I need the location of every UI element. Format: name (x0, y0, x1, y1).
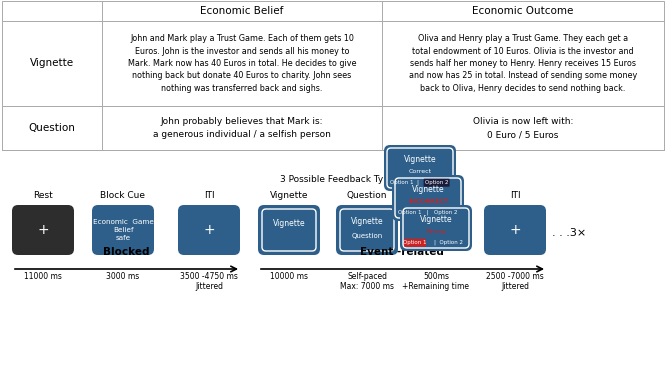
Text: Vignette: Vignette (272, 220, 305, 228)
Text: Economic Outcome: Economic Outcome (472, 6, 573, 16)
Text: Question: Question (29, 123, 75, 133)
Text: Blocked: Blocked (103, 247, 149, 257)
FancyBboxPatch shape (404, 239, 426, 247)
Text: Oliva and Henry play a Trust Game. They each get a
total endowment of 10 Euros. : Oliva and Henry play a Trust Game. They … (409, 34, 637, 93)
Text: INCORRECT: INCORRECT (408, 199, 448, 204)
Text: Question: Question (347, 191, 387, 200)
Text: Rest: Rest (33, 191, 53, 200)
Text: Wrong: Wrong (426, 229, 446, 234)
FancyBboxPatch shape (92, 205, 154, 255)
Text: Block Cue: Block Cue (101, 191, 145, 200)
Text: 3 Possible Feedback Types: 3 Possible Feedback Types (280, 175, 400, 185)
Text: Vignette: Vignette (420, 215, 452, 224)
Text: John and Mark play a Trust Game. Each of them gets 10
Euros. John is the investo: John and Mark play a Trust Game. Each of… (128, 34, 356, 93)
Text: Correct: Correct (408, 169, 432, 174)
Text: Event -related: Event -related (360, 247, 444, 257)
Text: Economic  Game
Belief
safe: Economic Game Belief safe (93, 219, 153, 241)
Text: Vignette: Vignette (30, 58, 74, 68)
Text: Economic Belief: Economic Belief (200, 6, 284, 16)
Text: Question: Question (352, 233, 383, 239)
Text: Option 1   |   Option 2: Option 1 | Option 2 (398, 210, 458, 215)
Text: 500ms
+Remaining time: 500ms +Remaining time (402, 272, 470, 291)
Text: Option 2: Option 2 (425, 180, 448, 185)
Text: 3000 ms: 3000 ms (107, 272, 140, 281)
Text: Self-paced
Max: 7000 ms: Self-paced Max: 7000 ms (340, 272, 394, 291)
Text: ITI: ITI (509, 191, 520, 200)
FancyBboxPatch shape (424, 179, 450, 187)
FancyBboxPatch shape (12, 205, 74, 255)
Text: 2500 -7000 ms
Jittered: 2500 -7000 ms Jittered (486, 272, 544, 291)
Text: Vignette: Vignette (412, 185, 444, 194)
Text: Vignette: Vignette (404, 155, 436, 164)
Text: . . .3×: . . .3× (552, 228, 586, 238)
Text: Option 1  |: Option 1 | (390, 180, 419, 186)
Text: |  Option 2: | Option 2 (434, 240, 464, 246)
FancyBboxPatch shape (178, 205, 240, 255)
Text: Option 1: Option 1 (403, 240, 427, 245)
FancyBboxPatch shape (258, 205, 320, 255)
Text: +: + (509, 223, 521, 237)
Text: Vignette: Vignette (351, 217, 384, 226)
FancyBboxPatch shape (400, 205, 472, 251)
Text: 3500 -4750 ms
Jittered: 3500 -4750 ms Jittered (180, 272, 238, 291)
Text: 11000 ms: 11000 ms (24, 272, 62, 281)
Text: John probably believes that Mark is:
a generous individual / a selfish person: John probably believes that Mark is: a g… (153, 117, 331, 139)
Text: +: + (37, 223, 49, 237)
Bar (2, 1, 664, 150)
FancyBboxPatch shape (384, 145, 456, 191)
Text: Vignette: Vignette (270, 191, 308, 200)
Text: Olivia is now left with:
0 Euro / 5 Euros: Olivia is now left with: 0 Euro / 5 Euro… (473, 117, 573, 139)
FancyBboxPatch shape (392, 175, 464, 221)
Text: ITI: ITI (204, 191, 214, 200)
FancyBboxPatch shape (484, 205, 546, 255)
Text: 10000 ms: 10000 ms (270, 272, 308, 281)
Text: +: + (203, 223, 215, 237)
FancyBboxPatch shape (336, 205, 398, 255)
